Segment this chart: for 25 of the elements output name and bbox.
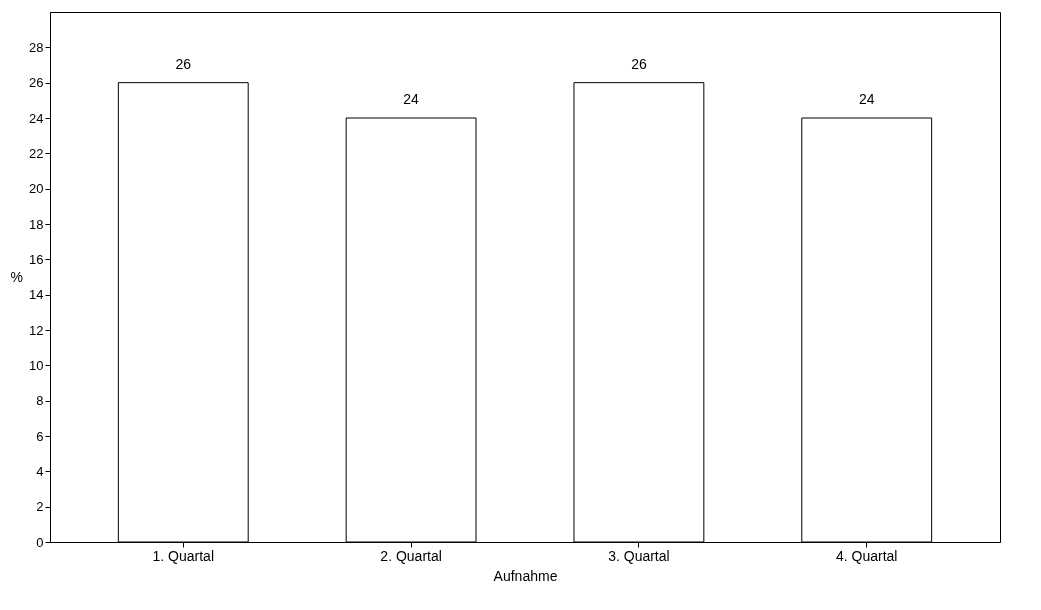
y-tick-label: 22 bbox=[29, 145, 44, 161]
data-label: 26 bbox=[631, 55, 647, 72]
x-tick-label: 1. Quartal bbox=[152, 547, 215, 564]
data-label: 24 bbox=[403, 91, 420, 107]
data-label: 26 bbox=[175, 55, 192, 72]
y-tick-label: 10 bbox=[29, 357, 44, 373]
y-tick-label: 20 bbox=[29, 181, 44, 197]
x-axis-title: Aufnahme bbox=[493, 567, 558, 584]
y-tick-label: 12 bbox=[29, 322, 44, 338]
y-tick-label: 28 bbox=[29, 39, 44, 55]
data-label: 24 bbox=[858, 91, 875, 107]
x-tick-label: 3. Quartal bbox=[608, 547, 670, 564]
y-tick-label: 26 bbox=[29, 75, 44, 91]
y-tick-label: 8 bbox=[36, 393, 44, 409]
y-tick-label: 6 bbox=[36, 428, 44, 444]
y-axis-title: % bbox=[10, 268, 24, 285]
x-tick-label: 4. Quartal bbox=[835, 547, 898, 564]
x-tick-label: 2. Quartal bbox=[380, 547, 442, 564]
y-tick-label: 0 bbox=[36, 534, 44, 550]
y-tick-label: 2 bbox=[36, 499, 44, 515]
y-tick-label: 16 bbox=[29, 251, 44, 267]
y-tick-label: 4 bbox=[36, 463, 44, 479]
y-tick-label: 18 bbox=[29, 216, 44, 232]
y-tick-label: 14 bbox=[29, 287, 44, 303]
y-tick-label: 24 bbox=[29, 110, 44, 126]
